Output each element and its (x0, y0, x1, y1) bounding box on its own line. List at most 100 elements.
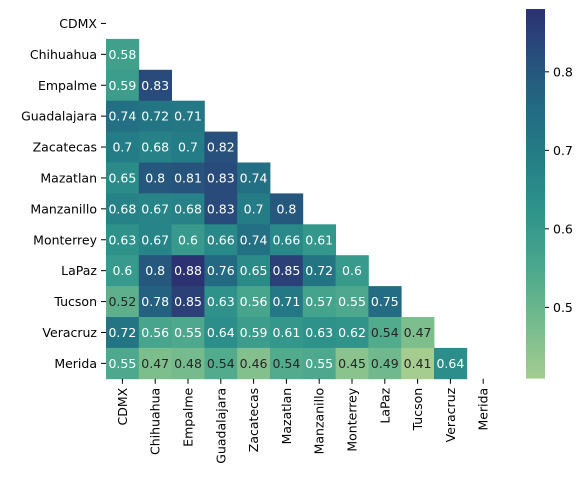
colorbar-segment (526, 328, 545, 333)
heatmap-cell (204, 193, 238, 225)
colorbar-segment (526, 153, 545, 158)
cell-value-label: 0.6 (112, 263, 132, 278)
colorbar-segment (526, 307, 545, 311)
heatmap-cell (335, 317, 369, 349)
cell-value-label: 0.52 (108, 294, 136, 309)
colorbar-segment (526, 55, 545, 59)
colorbar-segment (526, 248, 545, 253)
colorbar-segment (526, 113, 545, 118)
colorbar-segment (526, 159, 545, 164)
colorbar-segment (526, 125, 545, 130)
colorbar-segment (526, 9, 545, 13)
heatmap-cell (204, 224, 238, 256)
colorbar-segment (526, 76, 545, 81)
colorbar-segment (526, 141, 545, 145)
colorbar-segment (526, 362, 545, 367)
colorbar-segment (526, 190, 545, 195)
colorbar-segment (526, 211, 545, 216)
colorbar-segment (526, 276, 545, 281)
heatmap-cell (237, 347, 271, 380)
heatmap-cell (171, 347, 205, 380)
colorbar-segment (526, 374, 545, 379)
heatmap-cell (237, 193, 271, 225)
cell-value-label: 0.63 (108, 232, 136, 247)
heatmap-cell (106, 224, 140, 256)
colorbar-segment (526, 27, 545, 32)
colorbar-segment (526, 101, 545, 105)
colorbar-segment (526, 119, 545, 124)
heatmap-cell (204, 255, 238, 287)
colorbar-segment (526, 205, 545, 210)
heatmap-cell (237, 286, 271, 318)
cell-value-label: 0.46 (240, 356, 268, 371)
heatmap-cell (171, 255, 205, 287)
colorbar-segment (526, 215, 545, 219)
y-tick-label: CDMX (59, 16, 97, 31)
colorbar-segment (526, 319, 545, 324)
colorbar-segment (526, 368, 545, 373)
cell-value-label: 0.57 (305, 294, 333, 309)
cell-value-label: 0.83 (141, 78, 169, 93)
heatmap-cell (106, 347, 140, 380)
cell-value-label: 0.56 (240, 294, 268, 309)
x-tick-label: LaPaz (377, 387, 392, 423)
cell-value-label: 0.74 (108, 109, 136, 124)
y-tick-label: Manzanillo (30, 201, 97, 216)
colorbar-segment (526, 273, 545, 278)
colorbar-segment (526, 30, 545, 35)
heatmap-cell (237, 162, 271, 194)
x-tick-label: Guadalajara (213, 388, 228, 464)
colorbar-segment (526, 42, 545, 47)
y-axis: CDMX Chihuahua Empalme Guadalajara Zacatecas… (21, 16, 106, 371)
colorbar-segment (526, 371, 545, 376)
colorbar-segment (526, 15, 545, 19)
heatmap-cell (434, 347, 468, 380)
colorbar-segment (526, 64, 545, 69)
x-tick-label: CDMX (115, 387, 130, 425)
colorbar-segment (526, 233, 545, 238)
colorbar-segment (526, 279, 545, 284)
colorbar-segment (526, 282, 545, 287)
y-tick-label: Mazatlan (40, 170, 97, 185)
heatmap-cell (106, 38, 140, 71)
colorbar-segment (526, 301, 545, 305)
colorbar-segment (526, 261, 545, 265)
colorbar-segment (526, 288, 545, 293)
colorbar-segment (526, 104, 545, 109)
cell-value-label: 0.55 (174, 325, 202, 340)
heatmap-cell (204, 317, 238, 349)
colorbar-segment (526, 73, 545, 78)
colorbar-segment (526, 187, 545, 192)
x-tick-label: Zacatecas (246, 388, 261, 452)
colorbar-segment (526, 344, 545, 348)
colorbar-segment (526, 67, 545, 72)
cell-value-label: 0.67 (141, 201, 169, 216)
cell-value-label: 0.81 (174, 170, 202, 185)
cell-value-label: 0.55 (338, 294, 366, 309)
cell-value-label: 0.82 (207, 140, 235, 155)
colorbar-segment (526, 12, 545, 16)
cell-value-label: 0.62 (338, 325, 366, 340)
cell-value-label: 0.74 (240, 170, 268, 185)
heatmap-cell (335, 286, 369, 318)
x-tick-label: Chihuahua (148, 388, 163, 455)
cell-value-label: 0.8 (145, 170, 165, 185)
cell-value-label: 0.85 (174, 294, 202, 309)
cell-value-label: 0.63 (207, 294, 235, 309)
colorbar-segment (526, 304, 545, 308)
y-tick-label: Tucson (53, 294, 97, 309)
colorbar-segment (526, 135, 545, 139)
colorbar-segment (526, 58, 545, 62)
cell-value-label: 0.88 (174, 263, 202, 278)
cell-value-label: 0.7 (244, 201, 264, 216)
heatmap-cell (138, 347, 172, 380)
colorbar-segment (526, 359, 545, 364)
colorbar-segment (526, 227, 545, 231)
heatmap-cell (171, 286, 205, 318)
x-tick-label: Tucson (410, 388, 425, 432)
colorbar-segment (526, 255, 545, 259)
cell-value-label: 0.83 (207, 170, 235, 185)
cell-value-label: 0.59 (108, 78, 136, 93)
heatmap-cell (237, 317, 271, 349)
colorbar-segment (526, 85, 545, 90)
